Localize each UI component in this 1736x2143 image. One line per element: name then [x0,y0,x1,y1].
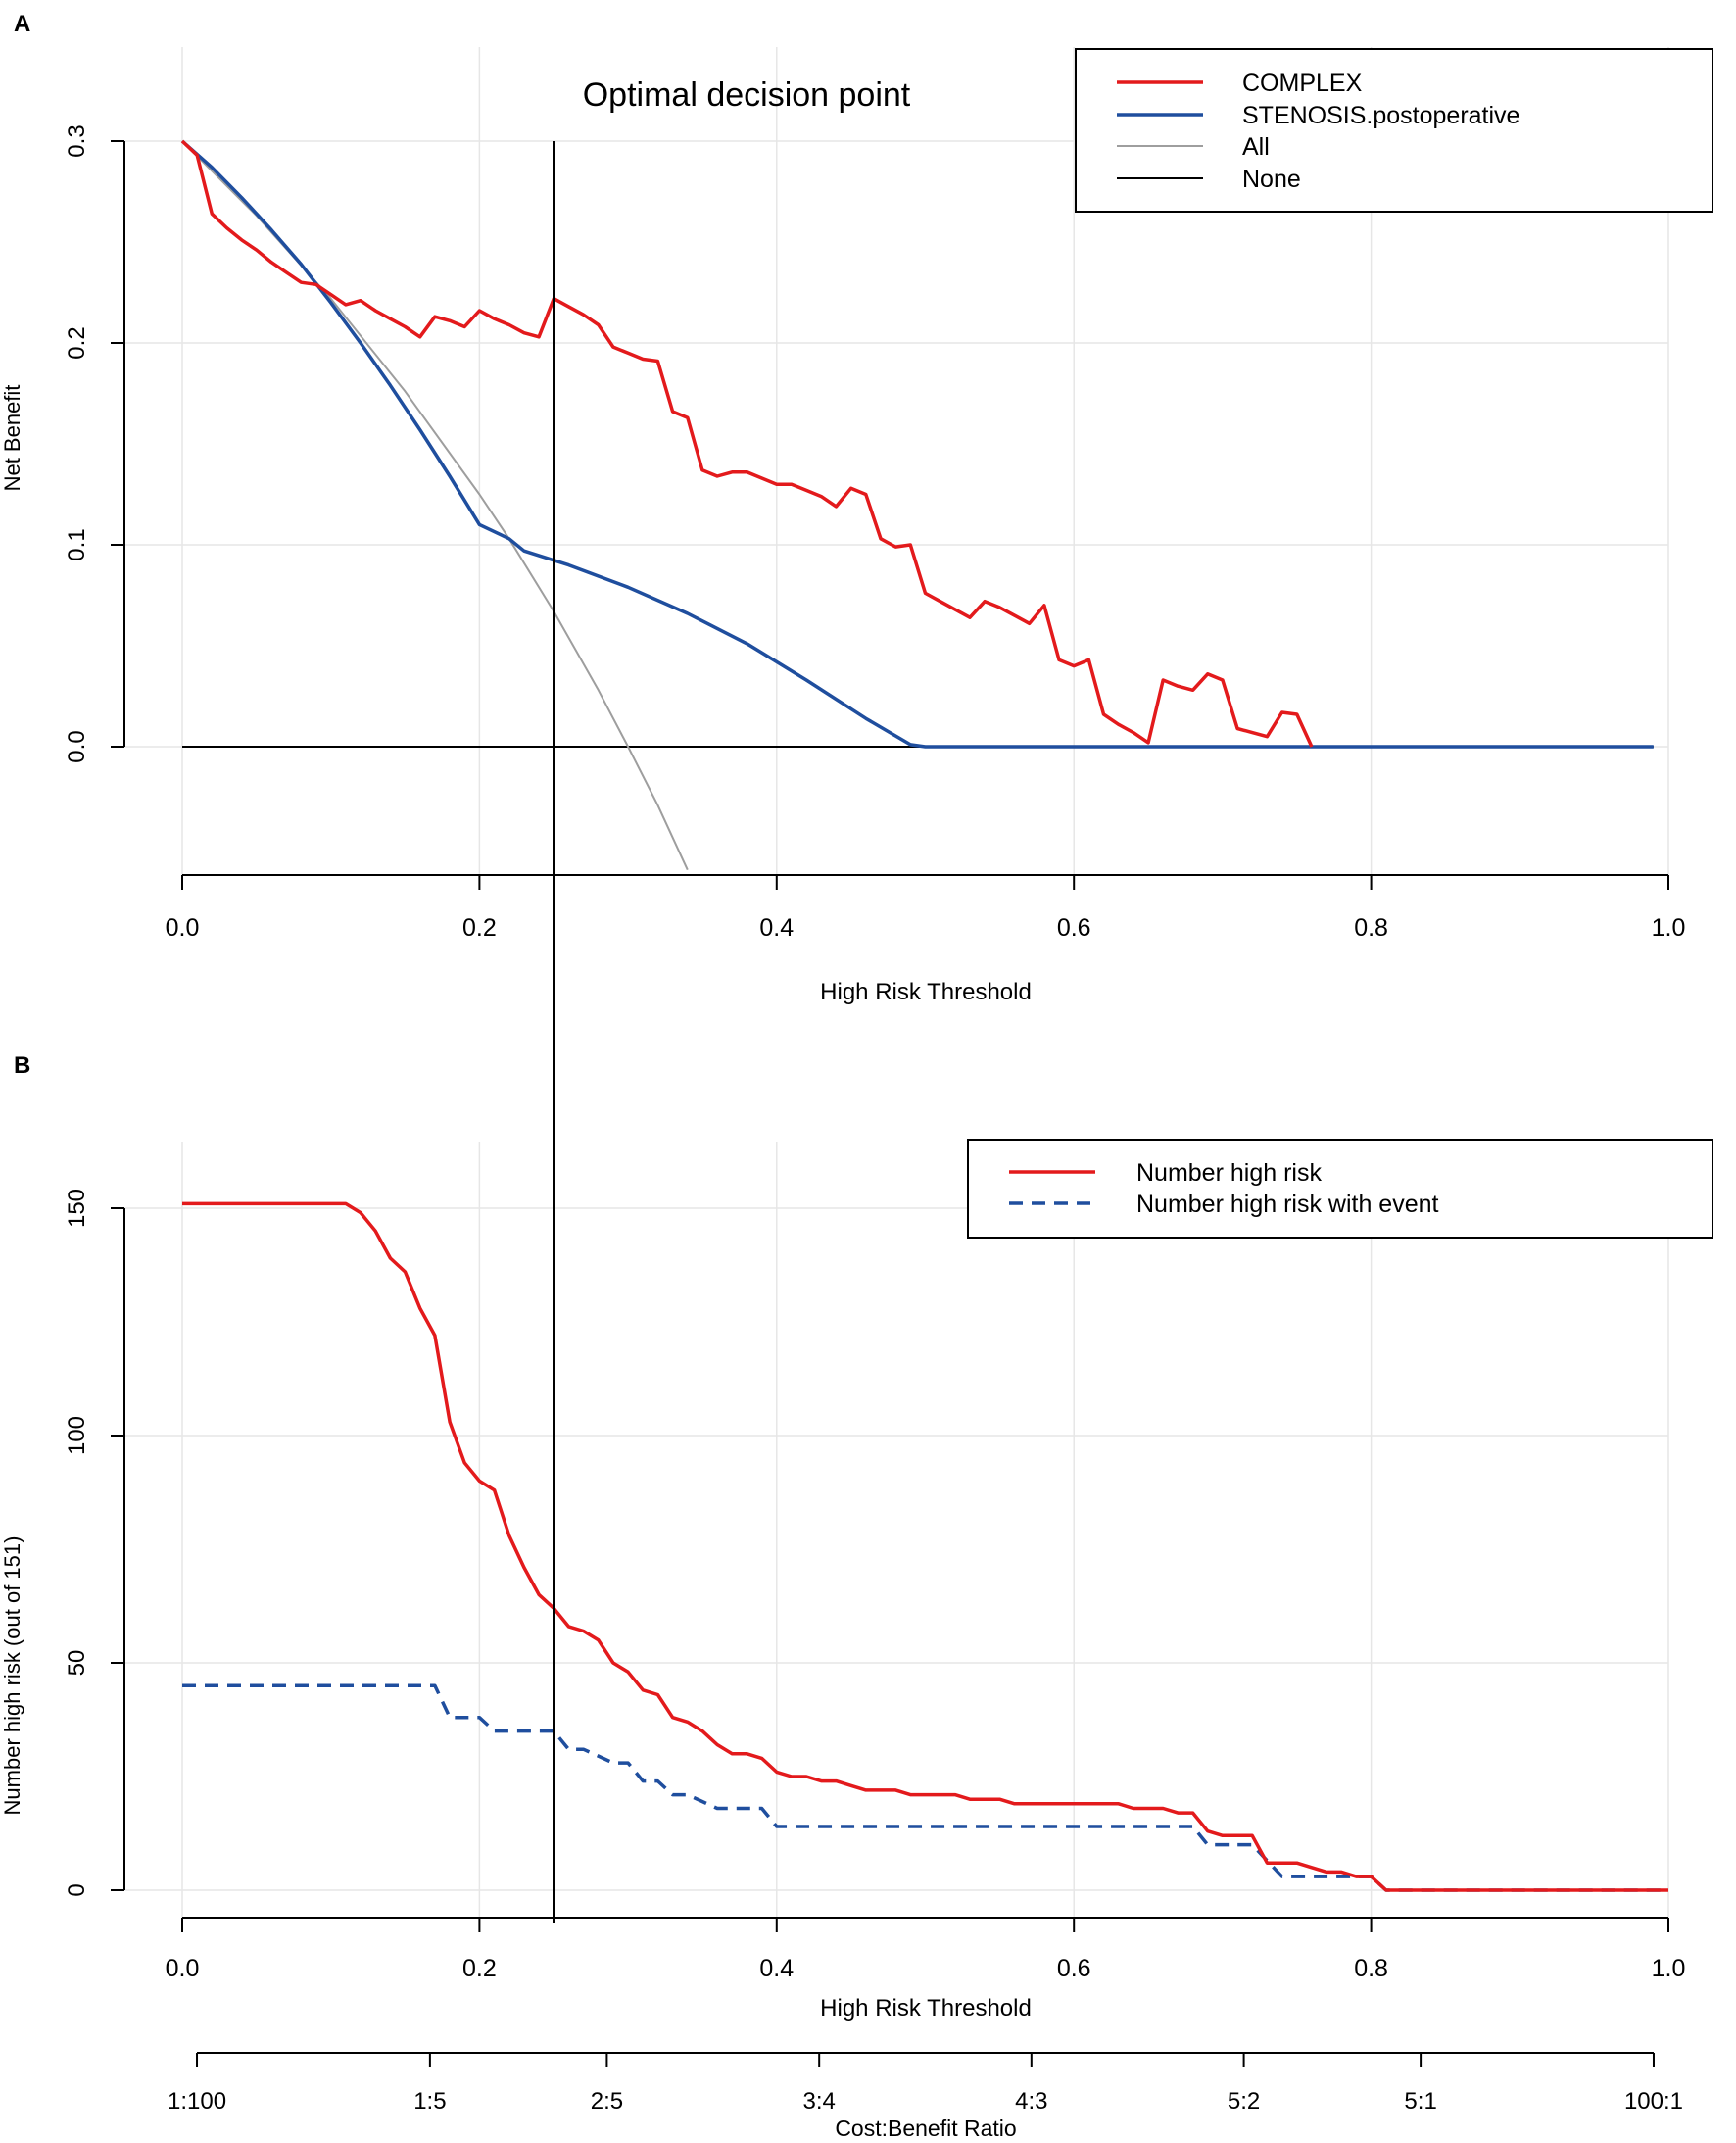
panel-b-grid [124,1142,1669,1918]
panel-b-y-axis-title: Number high risk (out of 151) [0,1536,24,1816]
panel-b-axes: 0 50 100 150 0.0 0.2 0.4 0.6 0.8 1.0 [64,1189,1685,1982]
cost-benefit-axis: 1:100 1:5 2:5 3:4 4:3 5:2 5:1 100:1 [168,2052,1683,2115]
panel-a-x-tick-label-0: 0.0 [166,914,200,942]
panel-a-x-tick-label-1: 0.2 [462,914,497,942]
panel-a-legend: COMPLEX STENOSIS.postoperative All None [1075,48,1713,213]
panel-a-y-tick-label-3: 0.3 [64,124,90,157]
panel-b-legend: Number high risk Number high risk with e… [967,1139,1713,1239]
panel-b-y-tick-label-2: 100 [64,1416,90,1455]
panel-a-y-axis-title: Net Benefit [0,385,24,492]
panel-a-y-tick-label-1: 0.1 [64,528,90,560]
panel-b-x-tick-label-5: 1.0 [1652,1955,1686,1982]
series-line-stenosis-postoperative [180,139,1654,749]
panel-a-label: A [14,11,30,37]
cost-benefit-tick-label-3: 3:4 [802,2088,835,2115]
panel-b: B 0 50 100 150 0.0 0.2 0.4 0.6 0.8 1.0 High Risk … [0,1052,1713,2141]
panel-a-x-tick-label-4: 0.8 [1354,914,1388,942]
optimal-decision-annotation: Optimal decision point [583,76,911,114]
panel-a-series [180,139,1654,871]
cost-benefit-tick-label-5: 5:2 [1228,2088,1260,2115]
series-line-number-high-risk-with-event [182,1683,1668,1892]
series-line-number-high-risk [182,1201,1668,1892]
panel-b-label: B [14,1052,30,1079]
panel-b-x-tick-label-2: 0.4 [759,1955,794,1982]
cost-benefit-tick-label-6: 5:1 [1404,2088,1436,2115]
panel-b-x-tick-label-3: 0.6 [1057,1955,1091,1982]
cost-benefit-tick-label-4: 4:3 [1015,2088,1047,2115]
panel-a-x-axis-title: High Risk Threshold [820,979,1032,1005]
legend-label-number-with-event: Number high risk with event [1136,1191,1439,1218]
panel-a-axes: 0.0 0.1 0.2 0.3 0.0 0.2 0.4 0.6 0.8 1.0 [64,124,1685,942]
panel-b-y-tick-label-1: 50 [64,1650,90,1677]
panel-b-y-tick-label-3: 150 [64,1189,90,1228]
panel-a-y-tick-label-0: 0.0 [64,730,90,762]
panel-a-x-tick-label-5: 1.0 [1652,914,1686,942]
panel-a-y-tick-label-2: 0.2 [64,326,90,359]
cost-benefit-tick-label-0: 1:100 [168,2088,226,2115]
cost-benefit-tick-label-1: 1:5 [413,2088,446,2115]
cost-benefit-axis-title: Cost:Benefit Ratio [835,2116,1016,2141]
legend-label-stenosis: STENOSIS.postoperative [1242,102,1519,129]
legend-label-none: None [1242,166,1301,193]
panel-b-x-tick-label-1: 0.2 [462,1955,497,1982]
panel-a-legend-box [1075,48,1713,213]
cost-benefit-tick-label-7: 100:1 [1624,2088,1683,2115]
panel-b-x-tick-label-0: 0.0 [166,1955,200,1982]
panel-a-x-tick-label-3: 0.6 [1057,914,1091,942]
panel-b-y-tick-label-0: 0 [64,1883,90,1896]
legend-label-number-high-risk: Number high risk [1136,1159,1322,1187]
panel-b-legend-box [967,1139,1713,1239]
panel-b-series [182,1201,1668,1892]
cost-benefit-tick-label-2: 2:5 [591,2088,623,2115]
legend-label-all: All [1242,133,1270,161]
panel-b-x-axis-title: High Risk Threshold [820,1995,1032,2021]
panel-b-x-tick-label-4: 0.8 [1354,1955,1388,1982]
panel-a-x-tick-label-2: 0.4 [759,914,794,942]
panel-a: A 0.0 0.1 0.2 0.3 0.0 0.2 0.4 0.6 0.8 1.0 Optimal… [0,11,1713,1923]
series-line-complex [180,139,1314,748]
legend-label-complex: COMPLEX [1242,70,1363,97]
